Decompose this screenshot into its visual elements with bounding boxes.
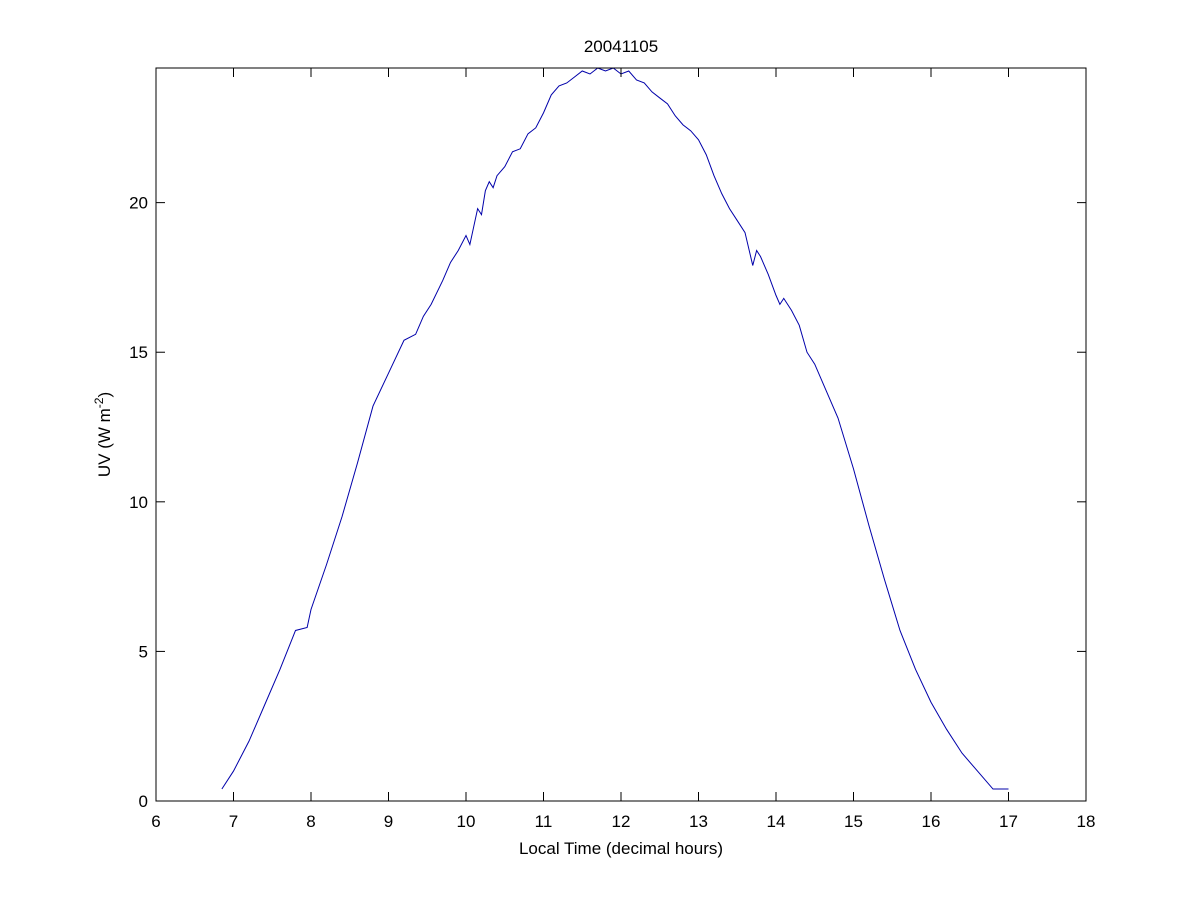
x-tick-label: 8 — [306, 812, 315, 831]
x-tick-label: 12 — [612, 812, 631, 831]
x-axis: 6 7 8 9 10 11 12 13 14 15 16 17 18 — [151, 68, 1095, 831]
y-axis-label-prefix: UV (W m — [95, 408, 114, 477]
y-tick-label: 15 — [129, 343, 148, 362]
x-tick-label: 15 — [844, 812, 863, 831]
y-tick-label: 0 — [139, 792, 148, 811]
y-tick-label: 5 — [139, 642, 148, 661]
uv-series-line — [221, 68, 1009, 790]
x-tick-label: 18 — [1077, 812, 1096, 831]
chart-title: 20041105 — [584, 37, 658, 56]
x-tick-label: 13 — [689, 812, 708, 831]
y-tick-label: 10 — [129, 493, 148, 512]
x-tick-label: 9 — [384, 812, 393, 831]
y-axis-label-superscript: -2 — [92, 397, 106, 408]
y-axis-label-suffix: ) — [95, 392, 114, 398]
x-tick-label: 17 — [999, 812, 1018, 831]
y-axis-label: UV (W m-2) — [92, 392, 114, 477]
x-tick-label: 6 — [151, 812, 160, 831]
x-tick-label: 14 — [767, 812, 786, 831]
x-axis-label: Local Time (decimal hours) — [519, 839, 723, 858]
x-tick-label: 10 — [457, 812, 476, 831]
x-tick-label: 11 — [535, 812, 553, 831]
y-tick-label: 20 — [129, 194, 148, 213]
x-tick-label: 7 — [229, 812, 238, 831]
x-tick-label: 16 — [922, 812, 941, 831]
y-axis: 0 5 10 15 20 — [129, 194, 1086, 811]
